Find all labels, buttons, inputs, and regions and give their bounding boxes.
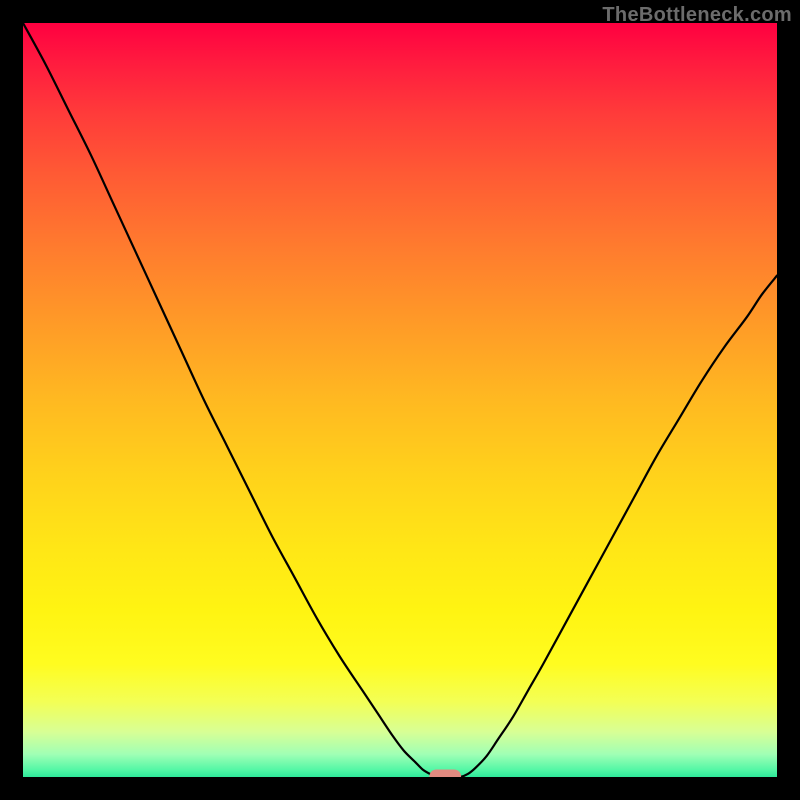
chart-background [23, 23, 777, 777]
chart-stage: TheBottleneck.com [0, 0, 800, 800]
bottleneck-chart [0, 0, 800, 800]
